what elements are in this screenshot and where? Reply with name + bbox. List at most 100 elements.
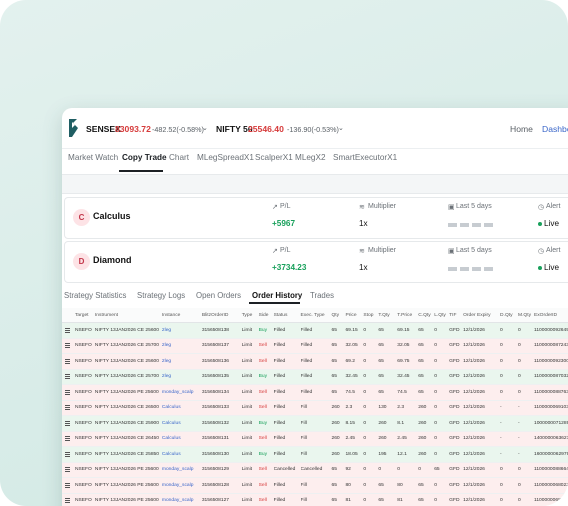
table-cell: 12/1/2026: [463, 353, 501, 370]
table-cell: 0: [363, 384, 379, 401]
table-cell: 0: [397, 462, 419, 478]
table-row[interactable]: NSEFO NIFTY 13JAN2026 CE 25700 2leg 3156508…: [62, 338, 568, 354]
table-cell: NIFTY 13JAN2026 CE 25700: [94, 338, 162, 354]
home-link[interactable]: Home: [510, 124, 533, 134]
column-header[interactable]: Qty: [331, 308, 346, 323]
row-menu-cell[interactable]: [62, 493, 75, 506]
table-cell: 260: [331, 415, 346, 432]
row-menu-cell[interactable]: [62, 462, 75, 478]
row-menu-icon[interactable]: [65, 358, 70, 364]
table-row[interactable]: NSEFO NIFTY 13JAN2026 PE 25600 monday_scal…: [62, 477, 568, 494]
tab-scalperx1[interactable]: ScalperX1: [255, 153, 293, 162]
column-header[interactable]: T.Qty: [378, 308, 398, 323]
dashboard-link[interactable]: Dashbo: [542, 124, 568, 134]
table-row[interactable]: NSEFO NIFTY 13JAN2026 PE 25600 monday_scal…: [62, 384, 568, 401]
row-menu-cell[interactable]: [62, 322, 75, 339]
table-cell: Limit: [241, 493, 259, 506]
table-cell: NIFTY 13JAN2026 CE 25700: [94, 369, 162, 385]
column-header[interactable]: T.Price: [397, 308, 419, 323]
column-header[interactable]: L.Qty: [434, 308, 450, 323]
column-header[interactable]: C.Qty: [418, 308, 435, 323]
row-menu-icon[interactable]: [65, 327, 70, 333]
column-header[interactable]: Target: [74, 308, 95, 323]
table-cell: 260: [331, 400, 346, 416]
column-header[interactable]: BlitzOrderID: [201, 308, 242, 323]
tab-copy-trade[interactable]: Copy Trade: [122, 153, 167, 162]
column-header[interactable]: TIF: [449, 308, 464, 323]
table-cell: Limit: [241, 322, 259, 339]
table-row[interactable]: NSEFO NIFTY 13JAN2026 CE 25850 Calculus 315…: [62, 446, 568, 463]
table-row[interactable]: NSEFO NIFTY 13JAN2026 PE 25600 monday_scal…: [62, 493, 568, 506]
row-menu-icon[interactable]: [65, 405, 70, 411]
table-cell: 2leg: [161, 338, 202, 354]
row-menu-cell[interactable]: [62, 477, 75, 494]
table-cell: 0: [518, 353, 534, 370]
chevron-down-icon[interactable]: ⌄: [338, 125, 344, 132]
column-header[interactable]: Status: [273, 308, 301, 323]
column-header[interactable]: Type: [241, 308, 259, 323]
tab-mlegx2[interactable]: MLegX2: [295, 153, 326, 162]
column-header[interactable]: ExOrderID: [533, 308, 568, 323]
table-row[interactable]: NSEFO NIFTY 13JAN2026 CE 25600 2leg 3156508…: [62, 353, 568, 370]
table-cell: GFD: [449, 338, 464, 354]
table-cell: 1100000068022: [533, 477, 568, 494]
tab-strategy-logs[interactable]: Strategy Logs: [137, 291, 186, 300]
row-menu-cell[interactable]: [62, 369, 75, 385]
tab-chart[interactable]: Chart: [169, 153, 190, 162]
row-menu-cell[interactable]: [62, 446, 75, 463]
column-header[interactable]: Price: [345, 308, 364, 323]
tab-trades[interactable]: Trades: [310, 291, 334, 300]
chevron-down-icon[interactable]: ⌄: [202, 125, 208, 132]
table-cell: Sell: [258, 493, 274, 506]
row-menu-cell[interactable]: [62, 384, 75, 401]
row-menu-cell[interactable]: [62, 431, 75, 447]
row-menu-icon[interactable]: [65, 389, 70, 395]
table-cell: Buy: [258, 369, 274, 385]
row-menu-cell[interactable]: [62, 415, 75, 432]
strategy-card-diamond[interactable]: D Diamond ↗ P/L +3734.23 ≋ Multiplier 1x…: [64, 241, 568, 283]
alert-label: Alert: [546, 247, 561, 254]
table-row[interactable]: NSEFO NIFTY 13JAN2026 CE 25700 2leg 3156508…: [62, 369, 568, 385]
table-row[interactable]: NSEFO NIFTY 13JAN2026 CE 26450 Calculus 315…: [62, 431, 568, 447]
row-menu-cell[interactable]: [62, 353, 75, 370]
column-header[interactable]: M.Qty: [518, 308, 534, 323]
table-cell: NSEFO: [74, 415, 95, 432]
row-menu-cell[interactable]: [62, 400, 75, 416]
column-header[interactable]: Stop: [363, 308, 379, 323]
table-cell: NIFTY 13JAN2026 CE 26450: [94, 431, 162, 447]
tab-mlegspreadx1[interactable]: MLegSpreadX1: [197, 153, 254, 162]
table-cell: 3156508137: [201, 338, 242, 354]
table-cell: NIFTY 13JAN2026 PE 25600: [94, 384, 162, 401]
row-menu-icon[interactable]: [65, 498, 70, 504]
row-menu-icon[interactable]: [65, 467, 70, 473]
column-header[interactable]: Instrument: [94, 308, 162, 323]
table-row[interactable]: NSEFO NIFTY 13JAN2026 CE 25900 Calculus 315…: [62, 415, 568, 432]
table-cell: Filled: [273, 446, 301, 463]
strategy-card-calculus[interactable]: C Calculus ↗ P/L +5967 ≋ Multiplier 1x ▣…: [64, 197, 568, 239]
table-row[interactable]: NSEFO NIFTY 13JAN2026 CE 26500 Calculus 315…: [62, 400, 568, 416]
row-menu-icon[interactable]: [65, 451, 70, 457]
tab-market-watch[interactable]: Market Watch: [68, 153, 119, 162]
column-header[interactable]: D.Qty: [500, 308, 518, 323]
row-menu-icon[interactable]: [65, 374, 70, 380]
table-cell: 32.45: [397, 369, 419, 385]
column-header[interactable]: Order Expiry: [463, 308, 501, 323]
pl-label: P/L: [280, 247, 291, 254]
column-header[interactable]: Side: [258, 308, 274, 323]
tab-open-orders[interactable]: Open Orders: [196, 291, 242, 300]
row-menu-cell[interactable]: [62, 338, 75, 354]
tab-strategy-statistics[interactable]: Strategy Statistics: [64, 291, 127, 300]
table-row[interactable]: NSEFO NIFTY 13JAN2026 CE 25600 2leg 3156508…: [62, 322, 568, 339]
row-menu-icon[interactable]: [65, 436, 70, 442]
column-header[interactable]: Instance: [161, 308, 202, 323]
tab-order-history[interactable]: Order History: [252, 291, 303, 300]
table-cell: 3156508132: [201, 415, 242, 432]
row-menu-icon[interactable]: [65, 343, 70, 349]
tab-smartexecutorx1[interactable]: SmartExecutorX1: [333, 153, 398, 162]
row-menu-icon[interactable]: [65, 420, 70, 426]
table-row[interactable]: NSEFO NIFTY 13JAN2026 PE 25600 monday_scal…: [62, 462, 568, 478]
column-header[interactable]: Exec. Type: [300, 308, 332, 323]
row-menu-icon[interactable]: [65, 482, 70, 488]
table-cell: Limit: [241, 353, 259, 370]
table-cell: 69.2: [345, 353, 364, 370]
